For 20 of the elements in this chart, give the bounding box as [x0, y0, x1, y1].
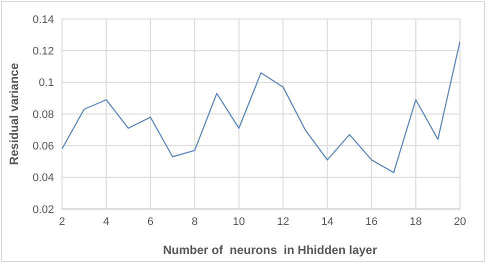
x-tick-label: 10: [232, 216, 246, 228]
y-tick-label: 0.02: [32, 204, 54, 216]
y-tick-label: 0.14: [32, 14, 54, 26]
x-tick-label: 4: [103, 216, 110, 228]
x-tick-label: 16: [365, 216, 378, 228]
y-tick-label: 0.06: [32, 140, 54, 153]
y-tick-label: 0.04: [32, 172, 54, 184]
x-tick-label: 2: [58, 216, 66, 228]
y-axis-title: Residual variance: [7, 62, 21, 166]
y-tick-label: 0.1: [38, 77, 54, 90]
x-tick-label: 18: [410, 216, 422, 228]
line-series: [62, 40, 460, 174]
x-tick-label: 8: [192, 216, 198, 228]
x-tick-label: 14: [321, 216, 334, 228]
x-tick-label: 20: [454, 216, 466, 228]
x-tick-label: 12: [276, 216, 290, 228]
x-tick-label: 6: [147, 216, 154, 228]
y-tick-label: 0.12: [32, 46, 54, 58]
y-tick-label: 0.08: [32, 108, 54, 121]
x-axis-title: Number of neurons in Hhidden layer: [162, 243, 378, 257]
